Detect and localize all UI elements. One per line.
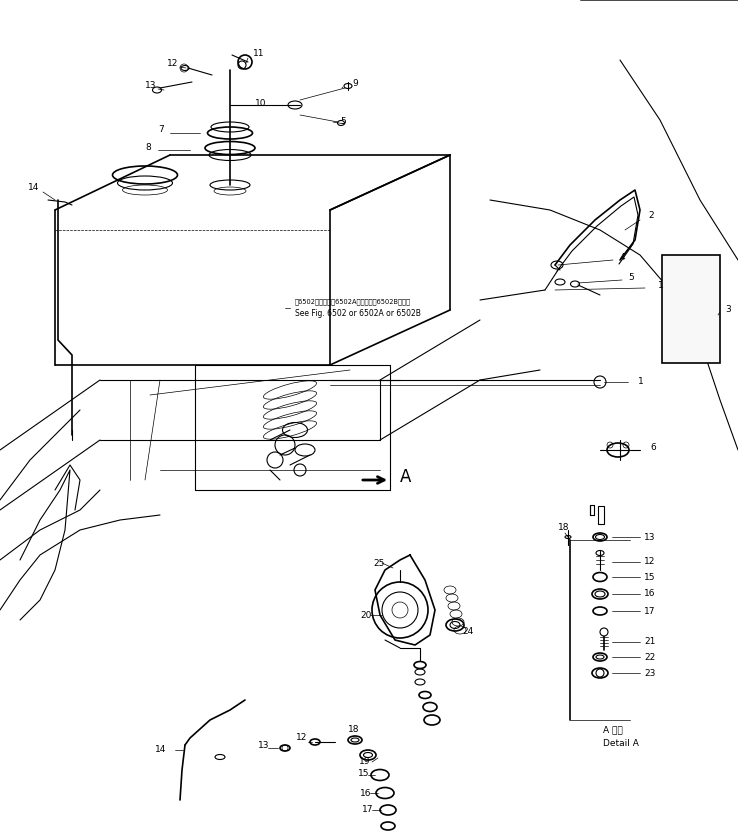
Text: 9: 9 <box>352 80 358 88</box>
Text: 13: 13 <box>644 533 655 542</box>
Text: 7: 7 <box>158 125 164 135</box>
Text: 16: 16 <box>360 789 371 798</box>
Text: 15: 15 <box>358 769 370 778</box>
Text: Detail A: Detail A <box>603 739 639 748</box>
Text: 19: 19 <box>359 758 370 766</box>
Text: 11: 11 <box>253 48 264 57</box>
Circle shape <box>600 628 608 636</box>
Text: 2: 2 <box>648 210 654 219</box>
Text: 10: 10 <box>255 99 266 107</box>
Text: 15: 15 <box>644 573 655 582</box>
Text: See Fig. 6502 or 6502A or 6502B: See Fig. 6502 or 6502A or 6502B <box>295 309 421 318</box>
Text: 12: 12 <box>644 558 655 567</box>
Text: A: A <box>400 468 411 486</box>
Circle shape <box>238 55 252 69</box>
Text: 3: 3 <box>725 306 731 314</box>
Text: 17: 17 <box>644 607 655 616</box>
Text: 12: 12 <box>167 58 179 67</box>
Text: 14: 14 <box>155 745 166 755</box>
Text: 5: 5 <box>628 273 634 283</box>
Text: 25: 25 <box>373 558 384 568</box>
Text: 18: 18 <box>348 725 359 735</box>
Text: 13: 13 <box>145 81 156 90</box>
Text: 4: 4 <box>620 253 626 263</box>
Text: 6: 6 <box>650 444 656 453</box>
Text: 23: 23 <box>644 668 655 677</box>
Text: 18: 18 <box>558 523 570 532</box>
Text: 20: 20 <box>360 611 371 619</box>
Text: 21: 21 <box>644 637 655 647</box>
Text: 図6502図または第6502A図または第6502B図参照: 図6502図または第6502A図または第6502B図参照 <box>295 298 411 305</box>
Bar <box>598 506 604 524</box>
Text: 1: 1 <box>638 377 644 386</box>
Bar <box>662 255 720 363</box>
Text: 16: 16 <box>644 589 655 598</box>
Text: 14: 14 <box>28 184 39 193</box>
Text: 13: 13 <box>258 740 269 750</box>
Text: 12: 12 <box>296 734 307 743</box>
Text: 22: 22 <box>644 652 655 661</box>
Text: A 詳細: A 詳細 <box>603 725 623 735</box>
Text: 1: 1 <box>658 281 663 289</box>
Text: 8: 8 <box>145 144 151 153</box>
Text: 17: 17 <box>362 805 373 814</box>
Text: 24: 24 <box>462 627 473 637</box>
Text: 5: 5 <box>340 117 345 126</box>
